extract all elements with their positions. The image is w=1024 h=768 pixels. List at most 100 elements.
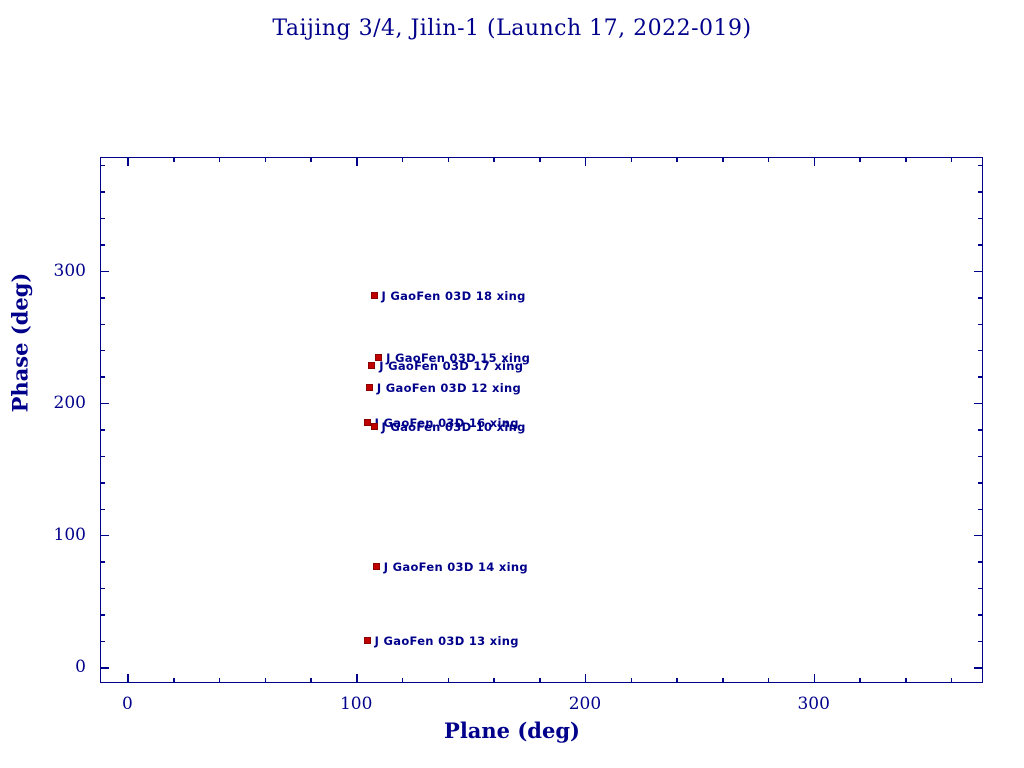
data-point-marker-icon bbox=[365, 384, 373, 392]
y-axis-tick-right bbox=[978, 191, 983, 193]
y-axis-tick bbox=[100, 349, 105, 352]
x-axis-tick-top bbox=[539, 157, 541, 162]
y-axis-tick-right bbox=[978, 244, 983, 246]
y-axis-tick-label: 100 bbox=[53, 524, 86, 545]
x-axis-tick-top bbox=[264, 157, 267, 162]
x-axis-tick-top bbox=[401, 157, 404, 162]
y-axis-tick bbox=[100, 455, 105, 458]
data-point-label: J GaoFen 03D 17 xing bbox=[379, 358, 524, 373]
y-axis-tick-right bbox=[978, 640, 983, 643]
y-axis-tick bbox=[100, 164, 105, 167]
y-axis-tick bbox=[100, 323, 105, 326]
y-axis-title: Phase (deg) bbox=[7, 272, 33, 413]
y-axis-tick bbox=[100, 587, 105, 590]
x-axis-tick-top bbox=[127, 157, 129, 166]
data-point-label: J GaoFen 03D 13 xing bbox=[374, 633, 519, 648]
x-axis-tick bbox=[584, 674, 587, 683]
y-axis-tick-right bbox=[978, 297, 983, 299]
x-axis-tick bbox=[173, 678, 175, 683]
y-axis-tick-right bbox=[978, 349, 983, 352]
y-axis-tick bbox=[100, 534, 109, 537]
x-axis-tick-label: 0 bbox=[122, 694, 133, 714]
x-axis-tick bbox=[859, 678, 861, 683]
data-point-marker-icon bbox=[375, 353, 383, 361]
y-axis-tick bbox=[100, 640, 105, 643]
x-axis-tick-label: 100 bbox=[339, 694, 373, 714]
x-axis-tick-top bbox=[767, 157, 770, 162]
x-axis-tick bbox=[676, 678, 678, 683]
x-axis-tick-top bbox=[356, 157, 358, 166]
x-axis-tick-top bbox=[859, 157, 861, 162]
y-axis-tick-right bbox=[974, 270, 983, 273]
x-axis-tick bbox=[630, 678, 633, 683]
y-axis-tick-right bbox=[978, 217, 983, 220]
x-axis-tick bbox=[539, 678, 541, 683]
x-axis-tick bbox=[264, 678, 267, 683]
x-axis-tick-top bbox=[813, 157, 816, 166]
plot-area-frame bbox=[100, 157, 983, 683]
y-axis-tick-label: 200 bbox=[53, 392, 86, 413]
x-axis-tick-top bbox=[722, 157, 724, 162]
x-axis-tick bbox=[447, 678, 450, 683]
data-point-label: J GaoFen 03D 16 xing bbox=[374, 415, 519, 430]
y-axis-tick bbox=[100, 402, 109, 405]
y-axis-tick-right bbox=[978, 587, 983, 590]
y-axis-tick bbox=[100, 217, 105, 220]
x-axis-tick bbox=[310, 678, 312, 683]
y-axis-tick bbox=[100, 270, 109, 273]
x-axis-tick-top bbox=[905, 157, 907, 162]
x-axis-tick bbox=[905, 678, 907, 683]
y-axis-tick-label: 300 bbox=[53, 260, 86, 281]
x-axis-tick-top bbox=[493, 157, 495, 162]
y-axis-tick bbox=[100, 482, 105, 484]
data-point-marker-icon bbox=[370, 422, 378, 430]
y-axis-tick bbox=[100, 376, 105, 378]
data-point-marker-icon bbox=[363, 418, 371, 426]
data-point-label: J GaoFen 03D 10 xing bbox=[381, 419, 526, 434]
x-axis-tick-top bbox=[676, 157, 678, 162]
x-axis-tick bbox=[950, 678, 953, 683]
x-axis-tick-top bbox=[447, 157, 450, 162]
x-axis-tick-top bbox=[630, 157, 633, 162]
y-axis-tick-right bbox=[978, 323, 983, 326]
data-point-marker-icon bbox=[372, 562, 380, 570]
y-axis-tick-right bbox=[974, 402, 983, 405]
y-axis-tick-label: 0 bbox=[75, 657, 86, 678]
y-axis-tick bbox=[100, 508, 105, 511]
x-axis-tick-top bbox=[173, 157, 175, 162]
data-point-label: J GaoFen 03D 15 xing bbox=[386, 350, 531, 365]
y-axis-tick-right bbox=[978, 164, 983, 167]
y-axis-tick bbox=[100, 667, 109, 669]
x-axis-tick bbox=[493, 678, 495, 683]
data-point-marker-icon bbox=[363, 636, 371, 644]
x-axis-tick bbox=[401, 678, 404, 683]
x-axis-tick-top bbox=[584, 157, 587, 166]
y-axis-tick-right bbox=[978, 429, 983, 431]
y-axis-tick-right bbox=[978, 614, 983, 616]
data-point-label: J GaoFen 03D 18 xing bbox=[381, 288, 526, 303]
y-axis-tick-right bbox=[978, 561, 983, 563]
y-axis-tick-right bbox=[974, 667, 983, 669]
x-axis-tick bbox=[218, 678, 221, 683]
data-point-label: J GaoFen 03D 14 xing bbox=[383, 559, 528, 574]
data-point-marker-icon bbox=[370, 291, 378, 299]
x-axis-tick bbox=[813, 674, 816, 683]
x-axis-tick-top bbox=[310, 157, 312, 162]
chart-title: Taijing 3/4, Jilin-1 (Launch 17, 2022-01… bbox=[272, 16, 752, 41]
y-axis-tick bbox=[100, 561, 105, 563]
x-axis-tick bbox=[722, 678, 724, 683]
y-axis-tick bbox=[100, 191, 105, 193]
x-axis-tick bbox=[356, 674, 358, 683]
y-axis-tick-right bbox=[978, 376, 983, 378]
x-axis-tick-top bbox=[218, 157, 221, 162]
y-axis-tick bbox=[100, 244, 105, 246]
data-point-marker-icon bbox=[368, 361, 376, 369]
y-axis-tick-right bbox=[978, 455, 983, 458]
y-axis-tick bbox=[100, 429, 105, 431]
x-axis-tick bbox=[767, 678, 770, 683]
y-axis-tick bbox=[100, 614, 105, 616]
y-axis-tick-right bbox=[978, 508, 983, 511]
data-point-label: J GaoFen 03D 12 xing bbox=[376, 381, 522, 396]
y-axis-tick bbox=[100, 297, 105, 299]
